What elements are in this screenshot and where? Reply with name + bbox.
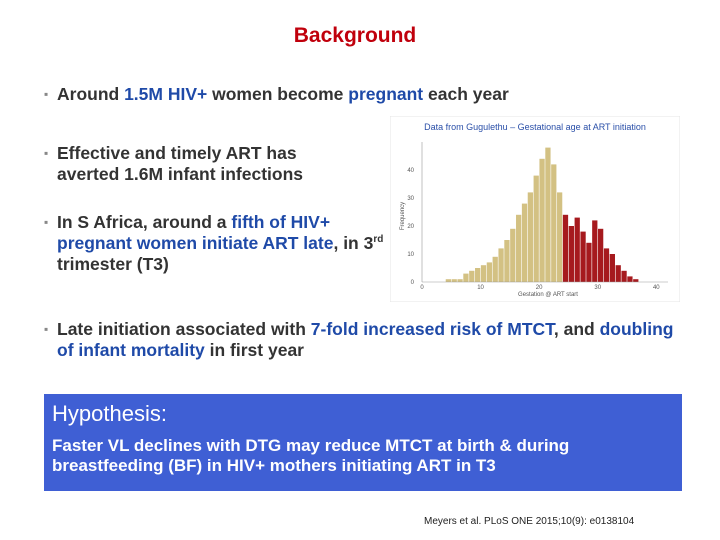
y-tick-label: 20 <box>407 224 414 230</box>
histogram-bar <box>475 268 481 282</box>
bullet-pregnancies: ▪ Around 1.5M HIV+ women become pregnant… <box>44 84 509 104</box>
y-tick-label: 30 <box>407 196 414 202</box>
x-tick-label: 0 <box>420 285 424 291</box>
histogram-bar <box>539 158 545 282</box>
histogram-bar <box>598 228 604 282</box>
histogram-bar <box>633 279 639 282</box>
histogram-bar <box>480 265 487 282</box>
histogram-bar <box>521 203 528 282</box>
histogram-bar <box>609 254 615 282</box>
bullet-mtct-risk: ▪ Late initiation associated with 7-fold… <box>44 319 674 360</box>
histogram-bar <box>504 240 510 282</box>
hypothesis-box: Hypothesis: Faster VL declines with DTG … <box>44 394 682 491</box>
bullet-marker-icon: ▪ <box>44 87 49 101</box>
histogram-bar <box>469 270 475 282</box>
histogram-bar <box>592 220 598 282</box>
histogram-bar <box>621 270 627 282</box>
bullet-late-initiation: ▪ In S Africa, around a fifth of HIV+ pr… <box>44 212 384 274</box>
histogram-bar <box>457 279 463 282</box>
histogram-bar <box>615 265 621 282</box>
hypothesis-heading: Hypothesis: <box>52 401 167 426</box>
slide-title: Background <box>293 24 417 47</box>
histogram-bar <box>574 217 580 282</box>
x-tick-label: 20 <box>536 285 543 291</box>
x-tick-label: 40 <box>653 285 660 291</box>
histogram-bar <box>445 279 451 282</box>
histogram-bar <box>627 276 633 282</box>
histogram-bar <box>580 231 586 282</box>
x-tick-label: 10 <box>477 285 484 291</box>
histogram-bar <box>516 214 522 282</box>
bullet-marker-icon: ▪ <box>44 215 49 229</box>
y-axis-label: Frequency <box>400 202 406 230</box>
histogram-bar <box>557 192 563 282</box>
bullet-marker-icon: ▪ <box>44 322 49 336</box>
histogram-bar <box>510 228 516 282</box>
histogram-bar <box>527 192 533 282</box>
histogram-bar <box>545 147 551 282</box>
histogram-bar <box>533 175 539 282</box>
citation: Meyers et al. PLoS ONE 2015;10(9): e0138… <box>424 516 635 527</box>
histogram-bar <box>586 242 592 282</box>
gestation-histogram: Data from Gugulethu – Gestational age at… <box>390 116 680 302</box>
y-tick-label: 0 <box>411 280 415 286</box>
bullet-art-averted: ▪ Effective and timely ART has averted 1… <box>44 143 304 184</box>
y-tick-label: 40 <box>407 168 414 174</box>
histogram-bar <box>498 248 504 282</box>
x-tick-label: 30 <box>594 285 601 291</box>
histogram-bar <box>562 214 569 282</box>
histogram-bar <box>486 262 492 282</box>
chart-title: Data from Gugulethu – Gestational age at… <box>424 122 646 132</box>
histogram-bar <box>551 164 557 282</box>
histogram-bar <box>603 248 610 282</box>
y-tick-label: 10 <box>407 252 414 258</box>
histogram-bar <box>492 256 498 282</box>
histogram-bar <box>568 226 574 282</box>
histogram-bar <box>451 279 457 282</box>
x-axis-label: Gestation @ ART start <box>518 292 578 298</box>
hypothesis-text: Faster VL declines with DTG may reduce M… <box>52 436 570 475</box>
bullet-marker-icon: ▪ <box>44 146 49 160</box>
histogram-bar <box>463 273 469 282</box>
